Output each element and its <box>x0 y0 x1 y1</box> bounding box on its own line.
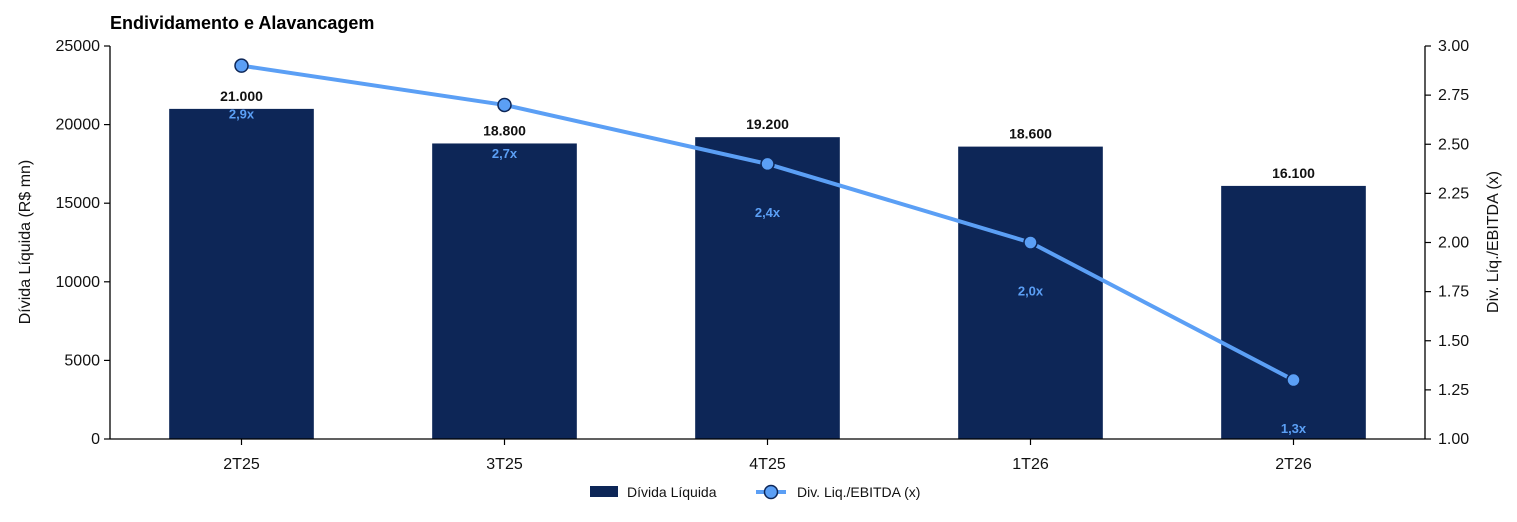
y-left-tick-label: 10000 <box>56 274 101 291</box>
legend-label-bar: Dívida Líquida <box>627 484 717 500</box>
leverage-value-label: 1,3x <box>1281 421 1307 436</box>
y-right-tick-label: 1.25 <box>1438 382 1469 399</box>
bar-series <box>169 108 1366 440</box>
legend-swatch-bar <box>590 486 618 497</box>
x-tick-label: 1T26 <box>1012 456 1049 473</box>
bar-2T25 <box>169 108 314 439</box>
bar-value-label: 18.800 <box>483 122 526 138</box>
y-left-tick-label: 5000 <box>64 352 100 369</box>
bar-value-label: 19.200 <box>746 116 789 132</box>
y-right-tick-label: 2.50 <box>1438 136 1469 153</box>
y-left-tick-label: 15000 <box>56 195 101 212</box>
y-left-tick-label: 20000 <box>56 117 101 134</box>
y-right-tick-label: 1.00 <box>1438 431 1469 448</box>
chart-title: Endividamento e Alavancagem <box>110 13 374 33</box>
bar-value-label: 21.000 <box>220 88 263 104</box>
y-right-tick-label: 1.75 <box>1438 284 1469 301</box>
point-4T25 <box>760 156 775 172</box>
bar-4T25 <box>695 137 840 439</box>
legend-label-line: Div. Liq./EBITDA (x) <box>797 484 920 500</box>
bar-value-label: 18.600 <box>1009 126 1052 142</box>
y-right-tick-label: 2.25 <box>1438 185 1469 202</box>
axes: 0 5000 10000 15000 20000 25000 1.00 1.25 1.50 1.7… <box>56 38 1470 473</box>
point-3T25 <box>497 97 512 113</box>
legend-marker-line <box>763 484 779 500</box>
bar-1T26 <box>958 146 1103 439</box>
y-right-tick-label: 2.75 <box>1438 87 1469 104</box>
x-tick-label: 4T25 <box>749 456 786 473</box>
y-axis-left-label: Dívida Líquida (R$ mn) <box>17 160 34 325</box>
leverage-value-label: 2,9x <box>229 107 255 122</box>
x-tick-label: 3T25 <box>486 456 523 473</box>
bar-value-label: 16.100 <box>1272 165 1315 181</box>
x-tick-label: 2T26 <box>1275 456 1312 473</box>
y-axis-right-label: Div. Líq./EBITDA (x) <box>1485 171 1502 313</box>
leverage-value-label: 2,7x <box>492 146 518 161</box>
legend: Dívida Líquida Div. Liq./EBITDA (x) <box>590 484 920 500</box>
bar-3T25 <box>432 143 577 440</box>
y-left-tick-label: 25000 <box>56 38 101 55</box>
y-right-tick-label: 3.00 <box>1438 38 1469 55</box>
leverage-value-label: 2,4x <box>755 205 781 220</box>
data-labels: 21.000 18.800 19.200 18.600 16.100 2,9x 2,7x 2,… <box>220 88 1315 436</box>
point-2T25 <box>234 58 249 73</box>
y-right-tick-label: 1.50 <box>1438 333 1469 350</box>
point-2T26 <box>1286 372 1301 388</box>
leverage-value-label: 2,0x <box>1018 284 1044 299</box>
y-left-tick-label: 0 <box>91 431 100 448</box>
point-1T26 <box>1023 235 1038 250</box>
line-series <box>234 58 1301 388</box>
bar-2T26 <box>1221 185 1366 439</box>
y-right-tick-label: 2.00 <box>1438 235 1469 252</box>
x-tick-label: 2T25 <box>223 456 260 473</box>
